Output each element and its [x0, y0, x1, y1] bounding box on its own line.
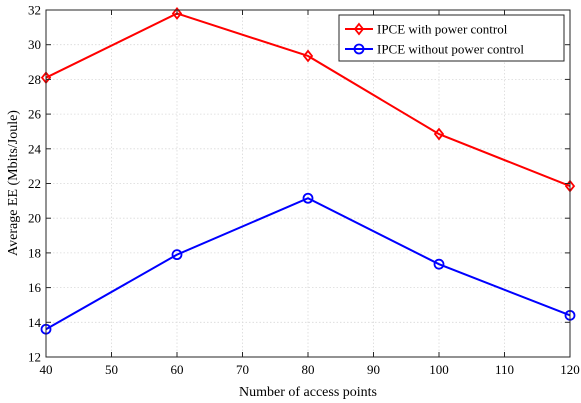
y-tick-label: 26 — [28, 107, 42, 122]
series-1-point — [171, 7, 183, 20]
y-tick-label: 20 — [28, 211, 41, 226]
legend: IPCE with power control IPCE without pow… — [338, 14, 565, 62]
legend-entry-1: IPCE with power control — [345, 22, 508, 37]
series-1-point — [433, 127, 445, 141]
series-2-point — [171, 249, 183, 261]
legend-label-1: IPCE with power control — [377, 22, 508, 37]
y-tick-label: 18 — [28, 245, 41, 260]
y-tick-label: 16 — [28, 280, 42, 295]
y-tick-label: 32 — [28, 3, 41, 18]
y-tick-label: 12 — [28, 350, 41, 365]
x-tick-label: 80 — [302, 362, 315, 377]
x-tick-label: 40 — [40, 362, 53, 377]
axis-ticks — [45, 9, 571, 358]
series-1-point — [302, 49, 314, 63]
legend-marker-2 — [353, 43, 365, 55]
y-tick-label: 24 — [28, 141, 42, 156]
y-tick-label: 28 — [28, 72, 41, 87]
x-tick-label: 50 — [105, 362, 118, 377]
x-tick-label: 120 — [560, 362, 580, 377]
legend-entry-2: IPCE without power control — [345, 42, 524, 57]
legend-marker-1 — [353, 22, 365, 36]
series-2-point — [433, 258, 445, 270]
legend-label-2: IPCE without power control — [377, 42, 524, 57]
x-tick-labels: 40 50 60 70 80 90 100 110 120 — [40, 362, 580, 377]
series-1-line — [45, 12, 571, 188]
plot-area — [46, 10, 570, 357]
x-tick-label: 70 — [236, 362, 249, 377]
y-tick-label: 22 — [28, 176, 41, 191]
y-tick-label: 30 — [28, 37, 41, 52]
y-axis-label: Average EE (Mbits/Joule) — [6, 110, 21, 256]
y-tick-label: 14 — [28, 315, 42, 330]
x-tick-label: 110 — [495, 362, 514, 377]
x-axis-label: Number of access points — [239, 385, 377, 400]
x-tick-label: 100 — [429, 362, 449, 377]
y-tick-labels: 12 14 16 18 20 22 24 26 28 30 32 — [28, 3, 42, 365]
series-2-line — [45, 197, 571, 331]
x-tick-label: 90 — [367, 362, 380, 377]
series-2-point — [302, 192, 314, 204]
x-tick-label: 60 — [171, 362, 184, 377]
legend-box — [338, 14, 565, 62]
